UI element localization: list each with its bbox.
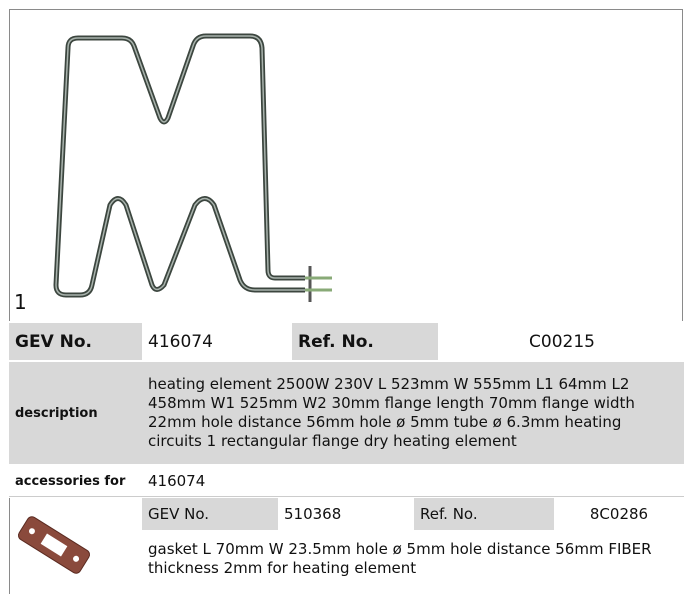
label: Ref. No. [414, 498, 554, 530]
left-border [9, 498, 10, 594]
value: 416074 [142, 323, 290, 360]
figure-label: 1 [14, 290, 27, 314]
product-sheet: 1 GEV No. 416074 Ref. No. C00215 descrip… [0, 0, 684, 594]
description: gasket L 70mm W 23.5mm hole ø 5mm hole d… [142, 540, 684, 592]
label: GEV No. [142, 498, 278, 530]
label: accessories for [9, 466, 142, 496]
description: heating element 2500W 230V L 523mm W 555… [142, 362, 684, 464]
value: C00215 [440, 323, 684, 360]
label: Ref. No. [292, 323, 438, 360]
value: 510368 [278, 498, 414, 530]
gasket-image [14, 510, 94, 580]
row-line [9, 496, 684, 497]
heating-element-image [0, 0, 360, 320]
label: description [9, 362, 142, 464]
label: GEV No. [9, 323, 142, 360]
value: 8C0286 [554, 498, 684, 530]
value: 416074 [142, 466, 684, 496]
